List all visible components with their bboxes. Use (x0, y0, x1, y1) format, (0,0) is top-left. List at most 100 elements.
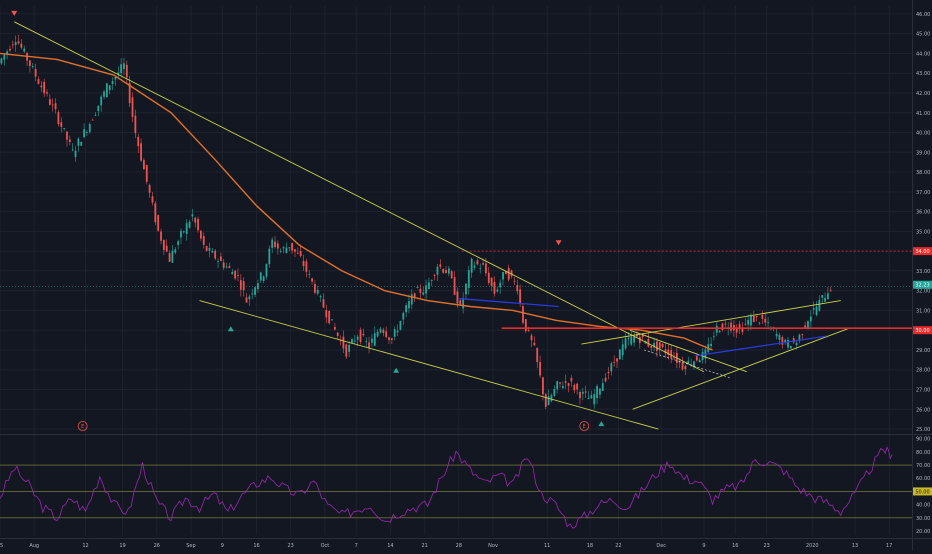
candle-body (248, 296, 251, 300)
candle-body (314, 283, 316, 293)
x-tick-label: 19 (119, 543, 125, 549)
candle-body (274, 241, 276, 247)
candle-body (137, 136, 140, 147)
y-tick-label: 38.00 (916, 170, 930, 176)
candle-body (750, 315, 752, 326)
x-tick-label: Sep (186, 543, 195, 549)
candle-body (305, 261, 308, 272)
buy-signal-icon (227, 326, 234, 332)
candle-body (83, 129, 85, 138)
candle-body (710, 343, 712, 347)
candle-body (197, 218, 199, 231)
candle-body (368, 342, 370, 349)
candle-body (564, 381, 567, 383)
candle-body (413, 293, 416, 298)
candle-body (747, 319, 750, 325)
candle-body (214, 250, 217, 259)
candle-body (345, 344, 348, 357)
candle-body (20, 43, 23, 48)
candle-body (242, 281, 245, 291)
candle-body (271, 239, 274, 248)
candle-body (63, 128, 66, 129)
trendline (632, 327, 850, 410)
candle-body (442, 268, 445, 273)
candle-body (180, 230, 182, 238)
candle-body (516, 284, 519, 292)
candle-body (111, 81, 114, 85)
candle-body (641, 334, 644, 338)
candle-body (584, 391, 587, 393)
candle-body (174, 249, 177, 253)
x-tick-label: 23 (288, 543, 294, 549)
support-line (458, 297, 559, 308)
x-tick-label: 26 (154, 543, 160, 549)
candle-body (311, 278, 313, 282)
candle-body (433, 275, 436, 276)
y-tick-label: 31.00 (916, 308, 930, 314)
candle-body (775, 334, 778, 337)
candle-body (487, 272, 490, 283)
candle-body (450, 271, 453, 279)
candle-body (718, 331, 721, 333)
candle-body (667, 349, 670, 356)
candle-body (781, 337, 784, 345)
x-tick-label: 7 (355, 543, 358, 549)
candle-body (621, 344, 624, 356)
candle-body (322, 299, 325, 308)
candle-body (205, 246, 208, 251)
x-tick-label: 22 (615, 543, 621, 549)
candle-body (693, 361, 695, 367)
candle-body (476, 260, 479, 265)
candle-body (200, 230, 202, 239)
candle-body (71, 149, 74, 151)
rsi-y-tick-label: 80.00 (916, 450, 930, 456)
candle-body (342, 336, 345, 349)
candle-body (393, 329, 396, 337)
candle-body (239, 280, 242, 290)
candle-body (778, 334, 781, 340)
candle-body (570, 377, 573, 382)
candle-body (425, 285, 427, 294)
candle-body (656, 341, 658, 351)
candle-body (74, 150, 77, 157)
candle-body (288, 247, 291, 249)
candle-body (445, 269, 447, 274)
candle-body (502, 272, 504, 280)
candle-body (567, 383, 570, 386)
candle-body (510, 270, 513, 277)
candle-body (784, 339, 787, 343)
candle-body (752, 315, 755, 323)
candle-body (658, 342, 661, 349)
candle-body (6, 51, 9, 54)
candle-body (160, 231, 162, 241)
candle-body (14, 42, 17, 46)
price-label-text: 30.00 (915, 328, 929, 334)
candle-body (524, 319, 527, 332)
candle-body (530, 335, 533, 341)
candle-body (542, 377, 544, 395)
candle-body (237, 275, 239, 276)
candle-body (824, 297, 826, 302)
candle-body (103, 91, 105, 97)
candle-body (157, 215, 160, 231)
candle-body (818, 299, 821, 311)
candle-body (134, 115, 137, 134)
candle-body (105, 83, 108, 98)
candle-body (171, 250, 174, 263)
x-tick-label: Oct (321, 543, 330, 549)
x-tick-label: 25 (0, 543, 3, 549)
y-tick-label: 32.00 (916, 289, 930, 295)
candle-body (77, 138, 80, 146)
x-tick-label: 9 (221, 543, 224, 549)
candle-body (148, 185, 151, 193)
candle-body (37, 79, 40, 84)
candle-body (738, 324, 741, 330)
candle-body (410, 294, 413, 305)
candle-body (128, 82, 131, 104)
candle-body (664, 349, 667, 354)
x-tick-label: 23 (763, 543, 769, 549)
sell-signal-icon (555, 240, 562, 246)
price-label-badge (913, 326, 932, 335)
